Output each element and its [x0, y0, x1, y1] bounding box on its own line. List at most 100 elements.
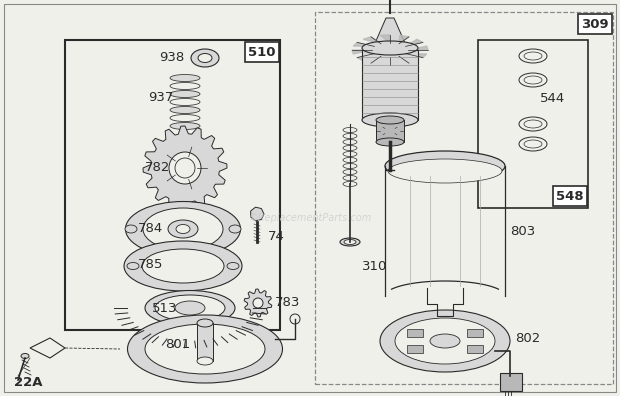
Ellipse shape — [524, 140, 542, 148]
Text: 784: 784 — [138, 221, 163, 234]
Ellipse shape — [21, 354, 29, 358]
Ellipse shape — [343, 164, 357, 169]
Polygon shape — [399, 35, 409, 44]
Ellipse shape — [376, 116, 404, 124]
Text: 803: 803 — [510, 225, 535, 238]
Ellipse shape — [170, 114, 200, 122]
Ellipse shape — [170, 122, 200, 129]
Bar — [478, 40, 588, 208]
Ellipse shape — [197, 319, 213, 327]
Ellipse shape — [124, 241, 242, 291]
Ellipse shape — [343, 145, 357, 150]
Ellipse shape — [170, 107, 200, 114]
Ellipse shape — [343, 139, 357, 145]
Ellipse shape — [191, 49, 219, 67]
Circle shape — [253, 298, 263, 308]
Ellipse shape — [343, 128, 357, 133]
Ellipse shape — [170, 82, 200, 89]
Ellipse shape — [372, 44, 408, 56]
Bar — [197, 323, 213, 361]
Polygon shape — [408, 46, 428, 50]
Polygon shape — [405, 53, 427, 57]
Ellipse shape — [395, 318, 495, 364]
Ellipse shape — [524, 52, 542, 60]
Polygon shape — [380, 35, 390, 43]
Ellipse shape — [125, 225, 137, 233]
Text: ©ReplacementParts.com: ©ReplacementParts.com — [249, 213, 371, 223]
Text: 783: 783 — [275, 297, 300, 310]
Text: 513: 513 — [152, 301, 177, 314]
Ellipse shape — [380, 310, 510, 372]
Polygon shape — [372, 18, 408, 50]
Text: 309: 309 — [581, 17, 609, 30]
Ellipse shape — [168, 220, 198, 238]
Ellipse shape — [143, 208, 223, 250]
Ellipse shape — [519, 137, 547, 151]
Text: 782: 782 — [145, 160, 171, 173]
Ellipse shape — [362, 41, 418, 55]
Text: 801: 801 — [165, 337, 190, 350]
Ellipse shape — [229, 225, 241, 233]
Ellipse shape — [175, 301, 205, 315]
Ellipse shape — [388, 159, 502, 183]
Circle shape — [175, 158, 195, 178]
Bar — [467, 345, 483, 353]
Ellipse shape — [524, 120, 542, 128]
Polygon shape — [30, 338, 65, 358]
Ellipse shape — [385, 151, 505, 181]
Polygon shape — [399, 56, 417, 63]
Bar — [65, 40, 280, 330]
Ellipse shape — [519, 73, 547, 87]
Text: 544: 544 — [540, 91, 565, 105]
Text: 310: 310 — [362, 259, 388, 272]
Text: 548: 548 — [556, 190, 584, 202]
Ellipse shape — [142, 249, 224, 283]
Ellipse shape — [430, 334, 460, 348]
Ellipse shape — [227, 263, 239, 270]
Bar — [500, 373, 522, 391]
Ellipse shape — [343, 175, 357, 181]
Ellipse shape — [170, 99, 200, 105]
Text: 937: 937 — [148, 91, 174, 103]
Polygon shape — [357, 53, 374, 61]
Polygon shape — [250, 207, 264, 221]
Ellipse shape — [176, 225, 190, 234]
Polygon shape — [352, 50, 372, 54]
Ellipse shape — [125, 202, 241, 257]
Polygon shape — [371, 56, 381, 65]
Ellipse shape — [519, 49, 547, 63]
Circle shape — [169, 152, 201, 184]
Bar — [376, 120, 404, 142]
Ellipse shape — [376, 138, 404, 146]
Text: 22A: 22A — [14, 375, 42, 388]
Polygon shape — [143, 126, 227, 210]
Ellipse shape — [519, 117, 547, 131]
Ellipse shape — [524, 76, 542, 84]
Polygon shape — [405, 39, 423, 46]
Ellipse shape — [343, 152, 357, 156]
Polygon shape — [353, 42, 374, 46]
Ellipse shape — [362, 113, 418, 127]
Ellipse shape — [155, 295, 225, 321]
Ellipse shape — [198, 53, 212, 63]
Ellipse shape — [128, 315, 283, 383]
Ellipse shape — [343, 169, 357, 175]
Ellipse shape — [343, 181, 357, 187]
Text: 510: 510 — [248, 46, 276, 59]
Bar — [407, 345, 423, 353]
Text: 785: 785 — [138, 259, 164, 272]
Text: 938: 938 — [159, 51, 184, 63]
Text: 802: 802 — [515, 331, 540, 345]
Ellipse shape — [127, 263, 139, 270]
Ellipse shape — [145, 324, 265, 374]
Ellipse shape — [343, 158, 357, 162]
Ellipse shape — [340, 238, 360, 246]
Polygon shape — [390, 57, 400, 65]
Text: 74: 74 — [268, 230, 285, 242]
Bar — [315, 12, 613, 384]
Bar — [467, 329, 483, 337]
Bar — [362, 50, 418, 120]
Bar — [407, 329, 423, 337]
Polygon shape — [363, 37, 381, 44]
Ellipse shape — [343, 133, 357, 139]
